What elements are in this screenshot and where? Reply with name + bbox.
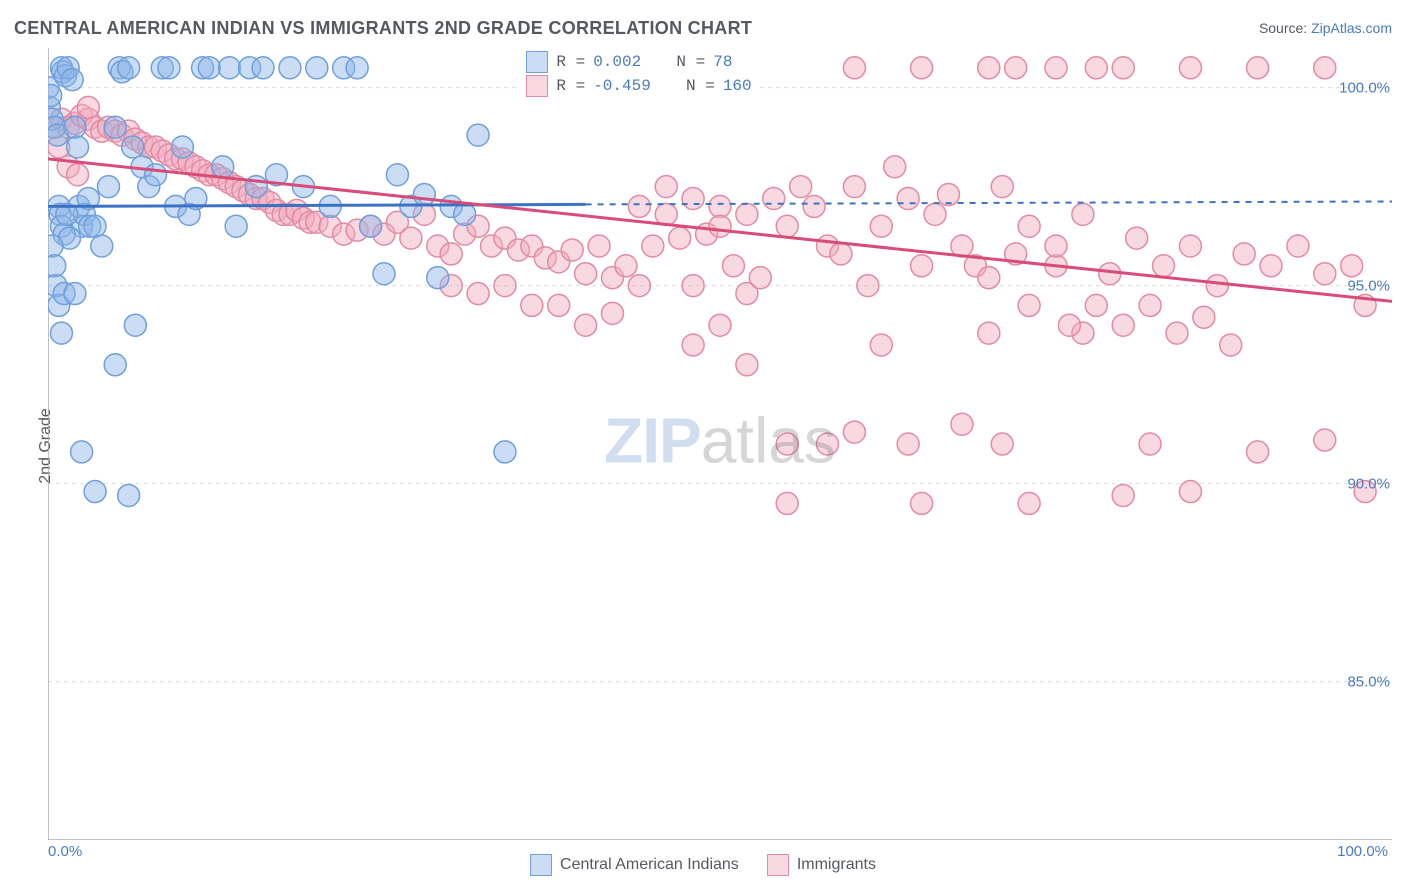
chart-title: CENTRAL AMERICAN INDIAN VS IMMIGRANTS 2N… xyxy=(14,18,752,39)
stat-n-label: N = xyxy=(686,77,715,95)
stat-legend-box: R = 0.002 N = 78R = -0.459 N = 160 xyxy=(518,50,759,98)
stat-legend-row: R = 0.002 N = 78 xyxy=(518,50,759,74)
pink-swatch-icon xyxy=(767,854,789,876)
scatter-plot-svg xyxy=(48,48,1392,840)
legend-label: Immigrants xyxy=(797,856,876,874)
y-tick-label: 85.0% xyxy=(1347,673,1390,690)
stat-n-label: N = xyxy=(676,53,705,71)
stat-n-value: 78 xyxy=(713,53,732,71)
stat-n-value: 160 xyxy=(723,77,752,95)
legend-item: Central American Indians xyxy=(530,854,739,876)
chart-source: Source: ZipAtlas.com xyxy=(1259,20,1392,36)
stat-r-label: R = xyxy=(556,77,585,95)
blue-swatch-icon xyxy=(526,51,548,73)
legend-item: Immigrants xyxy=(767,854,876,876)
bottom-legend: Central American Indians Immigrants xyxy=(0,844,1406,886)
legend-label: Central American Indians xyxy=(560,856,739,874)
pink-swatch-icon xyxy=(526,75,548,97)
stat-r-value: 0.002 xyxy=(593,53,641,71)
y-tick-label: 100.0% xyxy=(1339,79,1390,96)
y-tick-label: 95.0% xyxy=(1347,277,1390,294)
source-prefix: Source: xyxy=(1259,20,1311,36)
y-tick-label: 90.0% xyxy=(1347,475,1390,492)
blue-swatch-icon xyxy=(530,854,552,876)
chart-header: CENTRAL AMERICAN INDIAN VS IMMIGRANTS 2N… xyxy=(0,0,1406,48)
stat-r-value: -0.459 xyxy=(593,77,651,95)
plot-area: ZIPatlas R = 0.002 N = 78R = -0.459 N = … xyxy=(48,48,1392,840)
stat-r-label: R = xyxy=(556,53,585,71)
stat-legend-row: R = -0.459 N = 160 xyxy=(518,74,759,98)
source-link[interactable]: ZipAtlas.com xyxy=(1311,20,1392,36)
